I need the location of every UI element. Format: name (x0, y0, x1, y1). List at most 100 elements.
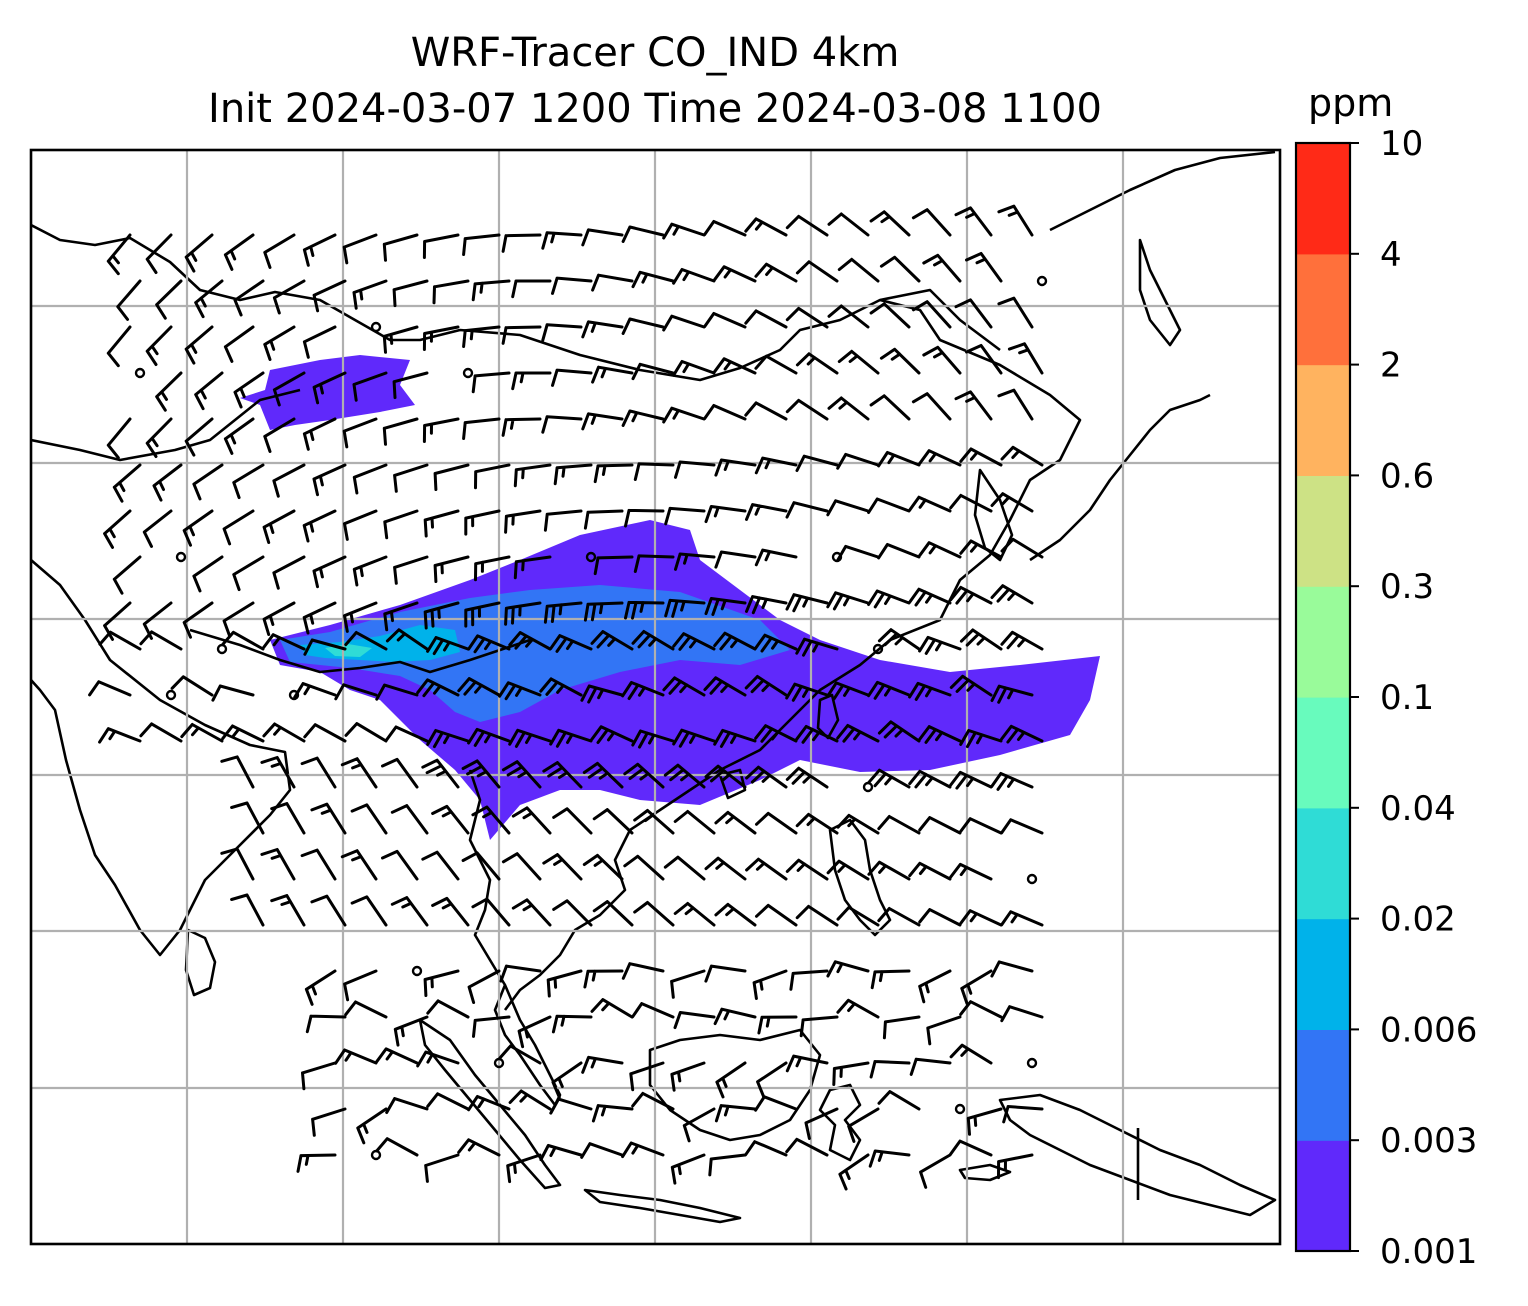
wind-barb (785, 766, 829, 789)
wind-barb (350, 803, 388, 835)
wind-barb (795, 904, 839, 927)
colorbar-tick-label: 0.6 (1380, 456, 1434, 496)
wind-barb (672, 268, 716, 285)
colorbar-tick-label: 0.1 (1380, 678, 1434, 718)
wind-barb (471, 279, 511, 302)
colorbar-tick-label: 0.003 (1380, 1121, 1477, 1161)
wind-barb (457, 677, 501, 697)
wind-barb (795, 454, 839, 472)
wind-barb (230, 801, 265, 835)
wind-barb (433, 555, 470, 583)
wind-barb (382, 325, 419, 354)
wind-barb (343, 509, 378, 541)
wind-barb (232, 463, 265, 500)
wind-barb (744, 675, 788, 697)
central-asia-border (31, 388, 301, 462)
wind-barb (233, 279, 265, 317)
wind-barb (312, 371, 347, 405)
wind-barb (302, 509, 337, 543)
wind-barb (272, 279, 306, 315)
wind-barb (293, 682, 337, 699)
wind-barb (142, 509, 173, 548)
colorbar-swatch (1296, 807, 1350, 920)
wind-barb (392, 279, 429, 308)
wind-barb (926, 1015, 962, 1046)
wind-barb (581, 1055, 624, 1074)
gridlines (31, 150, 1280, 1244)
wind-barb (714, 458, 757, 477)
wind-barb (593, 463, 634, 484)
colorbar-swatch (1296, 1140, 1350, 1252)
wind-barb-calm (370, 321, 382, 333)
wind-barb (621, 409, 665, 427)
colorbar-tick-label: 2 (1380, 346, 1402, 386)
wind-barb (230, 893, 265, 927)
wind-barb (1007, 342, 1044, 375)
wind-barb (703, 404, 747, 421)
colorbar-swatch (1296, 586, 1350, 698)
north-border (31, 223, 1001, 382)
wind-barb (211, 684, 255, 702)
wind-barb (832, 1061, 870, 1086)
wind-barb (350, 895, 388, 927)
wind-barb (305, 1014, 347, 1034)
wind-barb (106, 325, 132, 368)
wind-barb (511, 806, 552, 835)
wind-barb (704, 597, 747, 616)
wind-barb (949, 1043, 993, 1065)
japan-islands (1029, 393, 1211, 562)
wind-barb (152, 463, 183, 502)
wind-barb (302, 601, 337, 635)
wind-barb (826, 499, 870, 517)
wind-barb (501, 760, 542, 789)
wind-barb (908, 861, 952, 881)
wind-barb (310, 894, 347, 927)
wind-barb (663, 763, 706, 789)
wind-barb (672, 360, 716, 377)
wind-barb (300, 848, 337, 881)
wind-barb (838, 1153, 870, 1191)
wind-barb (621, 317, 665, 335)
wind-barb (621, 1141, 665, 1159)
wind-barb (432, 279, 470, 305)
wind-barb (334, 683, 378, 701)
wind-barb (142, 601, 173, 640)
wind-barb (745, 595, 788, 615)
wind-barb (682, 1107, 716, 1143)
wind-barb (662, 222, 706, 240)
wind-barb (785, 398, 829, 421)
wind-barb (552, 807, 593, 835)
wind-barb (714, 1104, 757, 1123)
wind-barb (498, 681, 542, 701)
wind-barb (868, 1149, 911, 1168)
wind-barb (382, 233, 419, 262)
wind-barb (631, 270, 675, 289)
wind-barb (112, 555, 142, 595)
wind-barb (551, 368, 593, 387)
wind-barb (272, 463, 306, 498)
wind-barb (1000, 818, 1044, 835)
wind-barb (508, 1089, 552, 1111)
wind-barb (879, 255, 921, 283)
wind-barb (262, 633, 306, 651)
wind-barb (918, 816, 962, 835)
wind-barb-calm (165, 689, 177, 701)
wind-barb (312, 555, 347, 589)
wind-barb (139, 630, 183, 651)
wind-barb (837, 257, 880, 283)
wind-barb (826, 859, 870, 881)
wind-barb (672, 728, 716, 748)
wind-barb (270, 802, 306, 835)
wind-barb (785, 1137, 829, 1157)
wind-barb (501, 852, 542, 881)
wind-barb (745, 857, 788, 881)
wind-barb (867, 768, 911, 789)
russia-far-east (1049, 150, 1276, 232)
wind-barb (116, 279, 142, 321)
wind-barb (715, 1061, 747, 1099)
wind-barb (421, 758, 460, 789)
wind-barb (272, 371, 306, 407)
wind-barb (673, 1011, 716, 1030)
wind-barb (426, 636, 470, 656)
